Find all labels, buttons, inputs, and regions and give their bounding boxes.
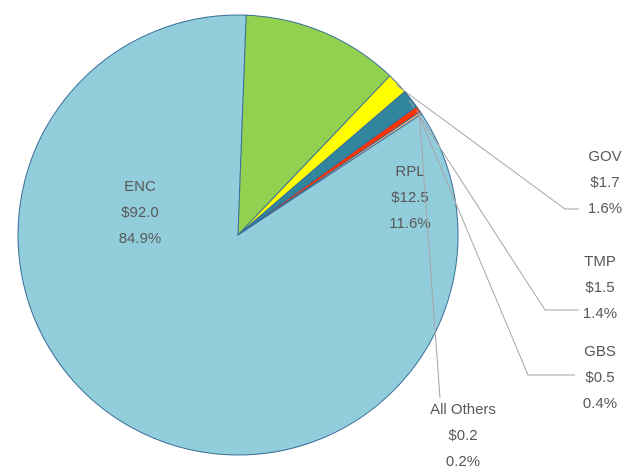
- slice-label: $1.5: [585, 279, 614, 296]
- slice-label: $12.5: [391, 189, 429, 206]
- slice-label: $92.0: [121, 204, 159, 221]
- slice-label: 84.9%: [119, 230, 162, 247]
- slice-label: 0.4%: [583, 395, 617, 412]
- pie-slice: [237, 14, 391, 237]
- slice-label: 0.2%: [446, 453, 480, 470]
- slice-label: $0.2: [448, 427, 477, 444]
- slice-label: All Others: [430, 401, 496, 418]
- leader-line: [416, 110, 575, 376]
- slice-label: RPL: [395, 163, 424, 180]
- slice-label: ENC: [124, 178, 156, 195]
- slice-label: TMP: [584, 253, 616, 270]
- slice-label: 1.4%: [583, 305, 617, 322]
- leader-line: [395, 84, 579, 210]
- leader-line: [408, 99, 579, 311]
- leader-line: [418, 113, 441, 399]
- slice-label: 1.6%: [588, 200, 622, 217]
- slice-label: GOV: [588, 148, 621, 165]
- slice-label: 11.6%: [389, 215, 430, 232]
- slice-label: $0.5: [585, 369, 614, 386]
- pie-slice: [237, 111, 423, 236]
- slice-label: GBS: [584, 343, 616, 360]
- slice-label: $1.7: [590, 174, 619, 191]
